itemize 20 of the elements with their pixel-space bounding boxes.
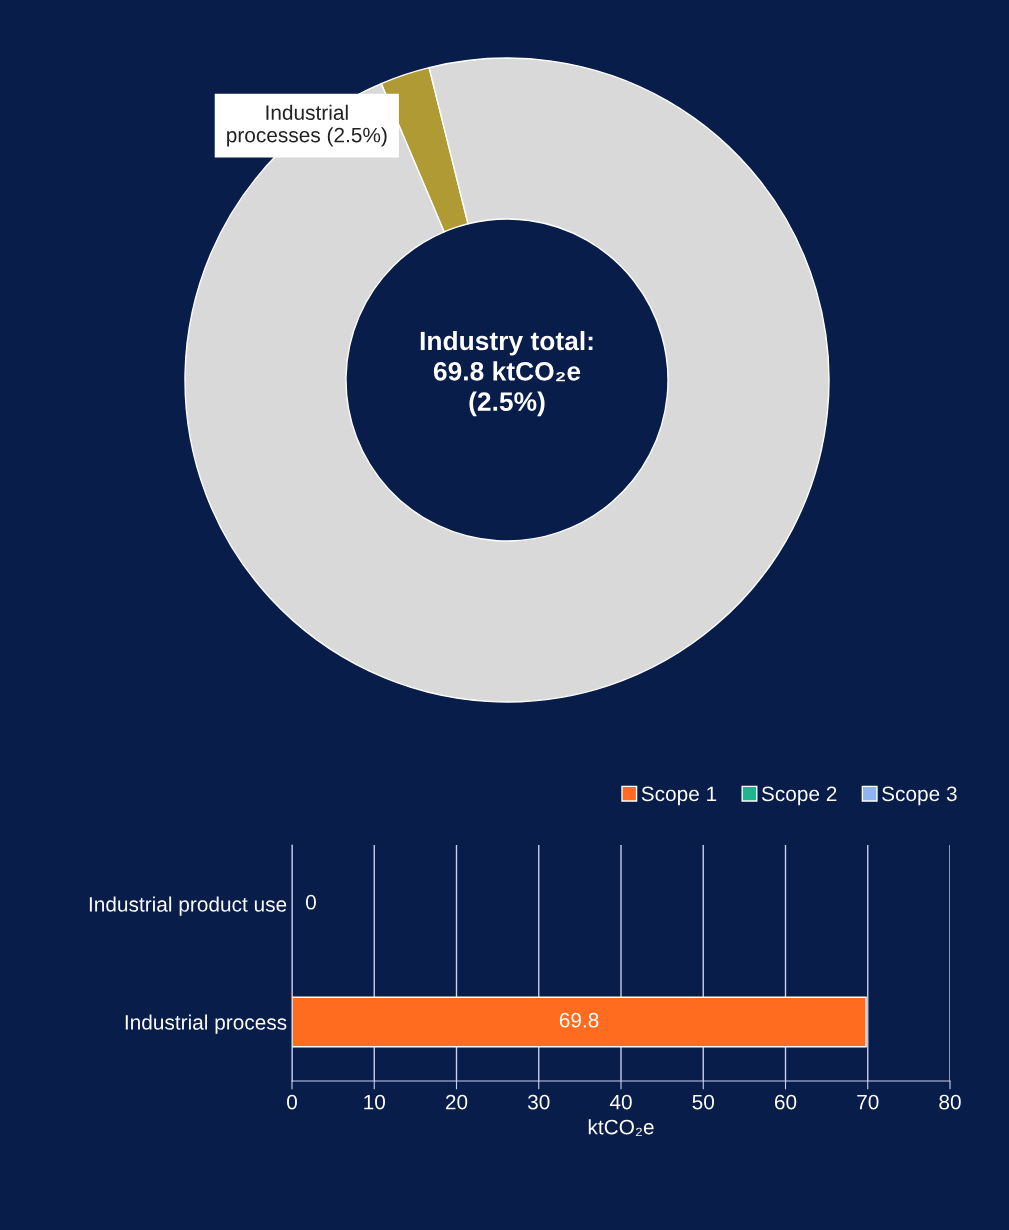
x-tick-label: 30	[527, 1094, 550, 1110]
slice-label: Industrial processes (2.5%)	[227, 104, 387, 147]
data-label: 0	[305, 894, 316, 910]
x-tick-label: 80	[939, 1094, 961, 1110]
x-tick-label: 0	[287, 1094, 297, 1110]
data-label: 69.8	[559, 1012, 599, 1028]
legend-label: Scope 2	[761, 786, 837, 806]
donut-slice	[184, 57, 830, 703]
x-tick-label: 60	[774, 1094, 797, 1110]
x-tick-label: 20	[445, 1094, 468, 1110]
x-axis-title: ktCO₂e	[588, 1119, 654, 1137]
x-tick-label: 40	[609, 1094, 632, 1110]
legend-label: Scope 3	[882, 786, 957, 806]
legend-label: Scope 1	[641, 786, 717, 806]
x-tick-label: 10	[364, 1094, 386, 1110]
x-tick-label: 50	[692, 1094, 715, 1110]
x-tick-label: 70	[857, 1094, 879, 1110]
text: Industry total: 69.8 ktCO₂e (2.5%)	[420, 330, 593, 417]
y-tick-label: Industrial product use	[89, 896, 287, 916]
y-tick-label: Industrial process	[125, 1014, 287, 1034]
